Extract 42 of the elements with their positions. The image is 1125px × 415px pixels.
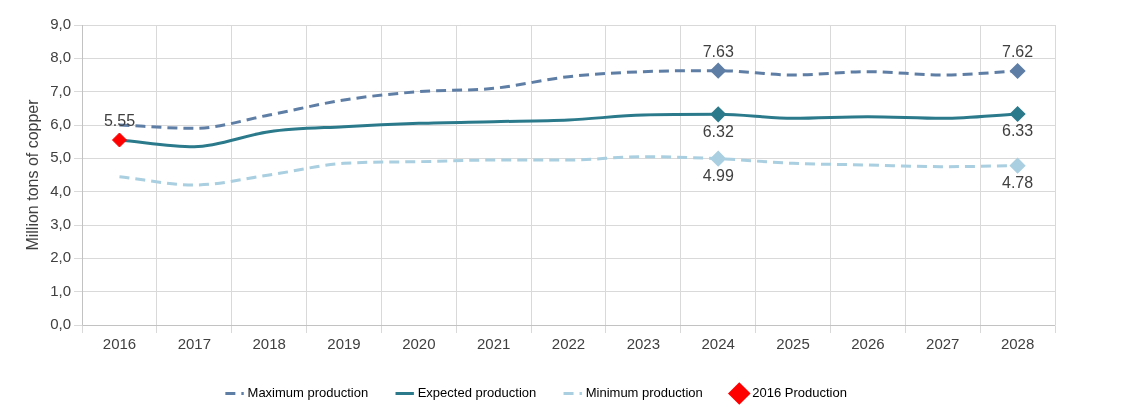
x-tick-label: 2024 bbox=[701, 335, 735, 353]
x-tick-label: 2020 bbox=[402, 335, 436, 353]
y-tick-label: 1,0 bbox=[50, 281, 72, 299]
x-tick-label: 2022 bbox=[551, 335, 586, 353]
data-label: 6.33 bbox=[1002, 122, 1034, 140]
y-tick-label: 5,0 bbox=[50, 148, 72, 166]
data-label: 5.55 bbox=[103, 112, 136, 130]
point bbox=[710, 106, 726, 122]
x-tick-label: 2025 bbox=[776, 335, 810, 353]
y-tick-label: 2,0 bbox=[50, 248, 72, 266]
y-tick-label: 6,0 bbox=[50, 115, 72, 133]
legend-label: Expected production bbox=[417, 385, 537, 401]
y-tick-label: 7,0 bbox=[50, 81, 72, 99]
y-tick-label: 8,0 bbox=[50, 48, 72, 66]
point bbox=[710, 63, 726, 79]
legend-label: 2016 Production bbox=[752, 385, 847, 401]
data-label: 7.63 bbox=[702, 43, 734, 61]
point bbox=[111, 132, 127, 148]
x-tick-label: 2017 bbox=[177, 335, 211, 353]
data-label: 4.99 bbox=[702, 167, 734, 185]
point bbox=[710, 151, 726, 167]
x-tick-label: 2028 bbox=[1000, 335, 1035, 353]
point bbox=[1010, 106, 1026, 122]
data-label: 6.32 bbox=[702, 122, 734, 140]
x-tick-label: 2023 bbox=[626, 335, 661, 353]
legend-label: Minimum production bbox=[585, 385, 703, 401]
point bbox=[1010, 63, 1026, 79]
y-axis-title: Million tons of copper bbox=[24, 98, 42, 251]
y-tick-label: 9,0 bbox=[50, 15, 72, 33]
x-tick-label: 2018 bbox=[252, 335, 286, 353]
x-tick-label: 2026 bbox=[851, 335, 885, 353]
point bbox=[1010, 158, 1026, 174]
x-tick-label: 2019 bbox=[327, 335, 361, 353]
data-label: 4.78 bbox=[1002, 174, 1034, 192]
y-tick-label: 4,0 bbox=[50, 181, 72, 199]
data-label: 7.62 bbox=[1002, 43, 1034, 61]
x-tick-label: 2016 bbox=[102, 335, 137, 353]
x-tick-label: 2027 bbox=[926, 335, 960, 353]
x-tick-label: 2021 bbox=[477, 335, 511, 353]
y-tick-label: 3,0 bbox=[50, 215, 72, 233]
legend-label: Maximum production bbox=[247, 385, 369, 401]
y-tick-label: 0,0 bbox=[50, 315, 72, 333]
